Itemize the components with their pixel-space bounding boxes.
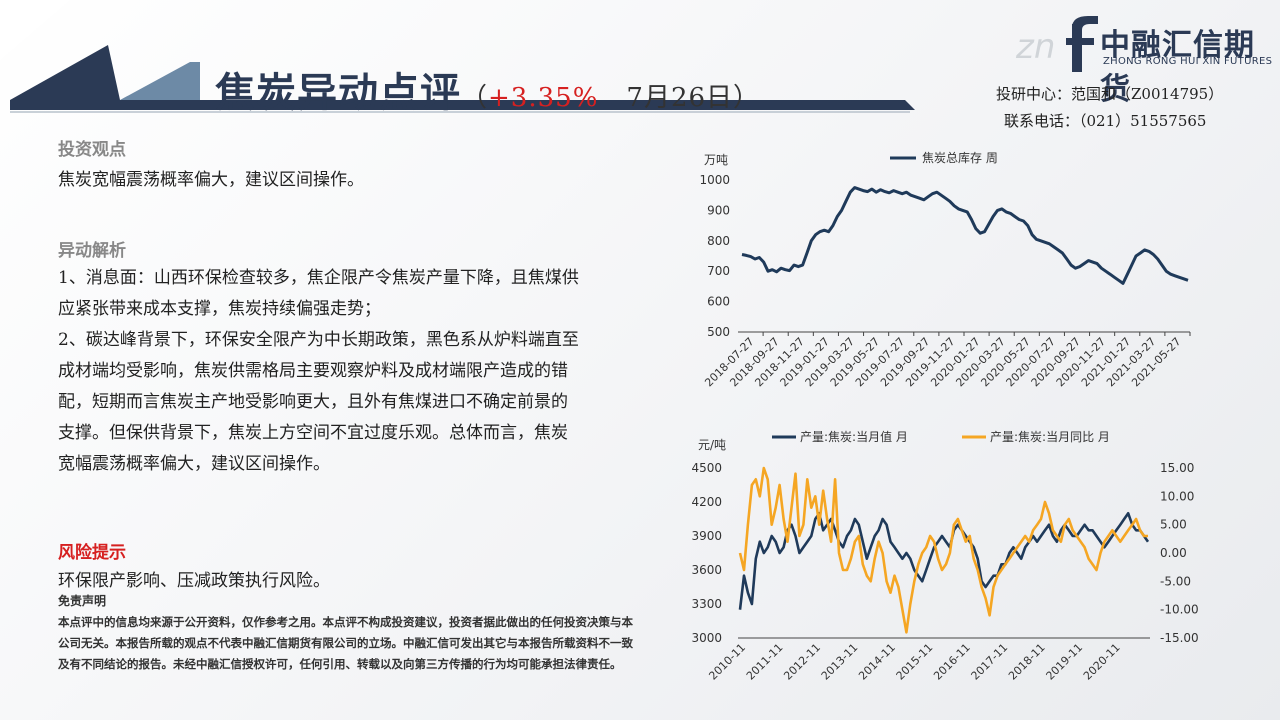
- x-tick-label: 2012-11: [781, 641, 823, 683]
- price-change: +3.35%: [488, 83, 599, 113]
- y-tick-label: 900: [707, 203, 730, 217]
- x-tick-label: 2011-11: [744, 641, 786, 683]
- y-tick-label: 600: [707, 295, 730, 309]
- y-tick-label: 500: [707, 325, 730, 339]
- y-tick-label: 4500: [691, 461, 722, 475]
- x-tick-label: 2013-11: [819, 641, 861, 683]
- x-tick-label: 2015-11: [894, 641, 936, 683]
- analysis-line: 宽幅震荡概率偏大，建议区间操作。: [58, 454, 330, 474]
- legend-label: 焦炭总库存 周: [922, 150, 998, 165]
- logo-subtitle: ZHONG RONG HUI XIN FUTURES: [1103, 56, 1273, 67]
- analysis-line: 成材端均受影响，焦炭供需格局主要观察炉料及成材端限产造成的错: [58, 361, 568, 381]
- disclaimer-title: 免责声明: [58, 594, 107, 608]
- x-tick-label: 2014-11: [856, 641, 898, 683]
- y2-tick-label: -5.00: [1160, 574, 1191, 588]
- y-tick-label: 3000: [691, 631, 722, 645]
- x-tick-label: 2019-11: [1044, 641, 1086, 683]
- title-date: 7月26日: [626, 83, 734, 113]
- y2-tick-label: 0.00: [1160, 546, 1187, 560]
- y-axis-unit-label: 元/吨: [698, 438, 726, 452]
- disclaimer-text: 本点评中的信息均来源于公开资料，仅作参考之用。本点评不构成投资建议，投资者据此做…: [58, 615, 633, 671]
- y-tick-label: 4200: [691, 495, 722, 509]
- y-tick-label: 1000: [699, 173, 730, 187]
- legend-label: 产量:焦炭:当月值 月: [800, 429, 908, 444]
- x-tick-label: 2017-11: [969, 641, 1011, 683]
- y2-tick-label: -10.00: [1160, 603, 1199, 617]
- yoy-series-line: [738, 466, 1148, 634]
- analysis-heading: 异动解析: [58, 241, 126, 261]
- inventory-series-line: [741, 186, 1189, 285]
- logo-text: 中融汇信期货: [1100, 28, 1255, 107]
- output-series-line: [738, 512, 1150, 610]
- contact-phone: 联系电话：（021）51557565: [1004, 112, 1207, 130]
- y2-tick-label: 15.00: [1160, 461, 1194, 475]
- y-tick-label: 3300: [691, 597, 722, 611]
- y-tick-label: 3900: [691, 529, 722, 543]
- svg-text:zn: zn: [1015, 27, 1055, 67]
- y-tick-label: 700: [707, 264, 730, 278]
- analysis-line: 配，短期而言焦炭主产地受影响更大，且外有焦煤进口不确定前景的: [58, 392, 568, 412]
- page-title: 焦炭异动点评（+3.35% 7月26日）: [215, 60, 760, 118]
- analyst-info: 投研中心：范国和（Z0014795）: [996, 85, 1224, 103]
- x-tick-label: 2010-11: [706, 641, 748, 683]
- coke-output-chart: 元/吨 3000 3300 3600 3900 4200 4500 -15.00 -10.00 -…: [691, 429, 1199, 683]
- y2-tick-label: 5.00: [1160, 518, 1187, 532]
- risk-text: 环保限产影响、压减政策执行风险。: [58, 571, 330, 591]
- analysis-line: 支撑。但保供背景下，焦炭上方空间不宜过度乐观。总体而言，焦炭: [58, 423, 568, 443]
- risk-heading: 风险提示: [58, 543, 126, 563]
- analysis-line: 2、碳达峰背景下，环保安全限产为中长期政策，黑色系从炉料端直至: [58, 330, 579, 350]
- y2-tick-label: -15.00: [1160, 631, 1199, 645]
- banner-stripe: [10, 100, 915, 110]
- header-banner: [0, 0, 915, 113]
- title-text: 焦炭异动点评: [215, 69, 461, 116]
- banner-triangle-dark: [10, 45, 120, 100]
- analysis-line: 1、消息面：山西环保检查较多，焦企限产令焦炭产量下降，且焦煤供: [58, 268, 579, 288]
- company-logo-icon: zn: [1015, 16, 1098, 72]
- y2-tick-label: 10.00: [1160, 489, 1194, 503]
- coke-inventory-chart: 万吨50060070080090010002018-07-272018-09-2…: [699, 150, 1191, 389]
- analysis-body: 1、消息面：山西环保检查较多，焦企限产令焦炭产量下降，且焦煤供 应紧张带来成本支…: [58, 263, 648, 480]
- title-paren-open: （: [461, 83, 489, 113]
- banner-triangle-light: [120, 62, 200, 100]
- x-tick-label: 2018-11: [1006, 641, 1048, 683]
- legend-label: 产量:焦炭:当月同比 月: [990, 430, 1110, 444]
- x-tick-label: 2016-11: [931, 641, 973, 683]
- x-tick-label: 2020-11: [1081, 641, 1123, 683]
- y-axis-unit-label: 万吨: [704, 153, 728, 167]
- analysis-line: 应紧张带来成本支撑，焦炭持续偏强走势；: [58, 299, 381, 319]
- y-tick-label: 3600: [691, 563, 722, 577]
- y-tick-label: 800: [707, 234, 730, 248]
- view-heading: 投资观点: [58, 140, 126, 160]
- title-paren-close: ）: [733, 83, 761, 113]
- view-text: 焦炭宽幅震荡概率偏大，建议区间操作。: [58, 170, 364, 190]
